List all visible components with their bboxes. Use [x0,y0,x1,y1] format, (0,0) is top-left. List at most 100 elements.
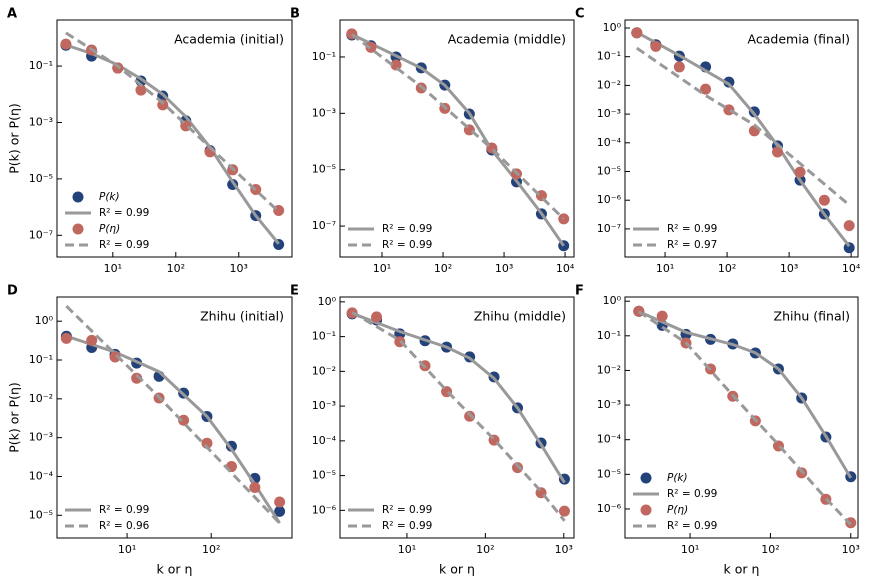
legend-swatch [640,504,652,516]
panel: C Academia (final) 10¹ 10² 10³ 10⁴ 10⁰ 10⁻¹ 10⁻²… [575,7,861,276]
plot-area [346,28,570,252]
data-point [656,310,668,322]
panel-letter: B [290,7,300,22]
legend-label: R² = 0.99 [667,520,717,532]
y-tick-label: 10⁻³ [597,107,621,120]
y-tick-label: 10⁻³ [29,115,53,128]
panel-title: Zhihu (middle) [474,309,566,324]
data-point [249,481,261,493]
data-point [723,76,735,88]
panel: F Zhihu (final) k or η 10¹ 10² 10³ 10⁰ 10⁻¹ 10⁻²… [575,284,860,577]
y-tick-label: 10⁻⁷ [597,222,621,235]
x-axis-label: k or η [724,562,760,577]
y-tick-label: 10⁻¹ [312,50,336,63]
x-tick-label: 10³ [495,262,513,275]
data-point [818,194,830,206]
x-tick-label: 10² [434,262,452,275]
x-tick-label: 10¹ [398,543,416,556]
data-point [274,505,286,517]
y-tick-label: 10⁰ [603,294,622,307]
legend-label: R² = 0.99 [382,504,432,516]
x-tick-label: 10³ [842,543,860,556]
y-tick-label: 10⁻⁴ [312,434,337,447]
data-point [843,220,855,232]
y-tick-label: 10⁻¹ [29,353,53,366]
y-tick-label: 10⁻⁵ [29,508,53,521]
data-point [60,38,72,50]
x-tick-label: 10¹ [681,543,699,556]
data-point [109,351,121,363]
data-point [365,41,377,53]
fit-line [65,43,280,245]
plot-area [60,31,285,251]
legend-label: P(k) [99,191,120,203]
fit-line [65,334,281,524]
legend-label: R² = 0.96 [99,520,150,532]
data-point [650,40,662,52]
fit-line [351,311,566,522]
legend-swatch [640,472,652,484]
panel-letter: E [290,284,299,299]
legend-label: R² = 0.99 [99,504,149,516]
y-tick-label: 10⁻³ [312,399,336,412]
data-point [558,505,570,517]
data-point [371,311,383,323]
legend-label: R² = 0.99 [99,239,149,251]
data-point [135,84,147,96]
fit-line [65,31,280,213]
data-point [86,334,98,346]
panel: B Academia (middle) 10¹ 10² 10³ 10⁴ 10⁻¹ 10⁻³ 10… [290,7,575,276]
axes-frame [624,296,859,539]
legend-label: R² = 0.99 [382,520,432,532]
legend-label: P(η) [99,223,120,235]
data-point [673,61,685,73]
x-tick-label: 10³ [780,262,798,275]
y-tick-label: 10⁻⁵ [597,165,621,178]
y-tick-label: 10⁻⁴ [597,136,622,149]
panel-letter: F [575,284,584,299]
y-tick-label: 10⁻² [597,363,621,376]
panel-title: Zhihu (final) [774,309,850,324]
panel-title: Zhihu (initial) [200,309,284,324]
y-tick-label: 10⁻³ [597,398,621,411]
fit-line [638,310,853,479]
x-tick-label: 10¹ [118,543,136,556]
y-tick-label: 10⁻⁵ [312,469,336,482]
x-tick-label: 10² [718,262,736,275]
plot-area [631,27,855,254]
legend-label: P(k) [667,472,688,484]
panel: D Zhihu (initial) P(k) or P(η) k or η 10¹ 10²… [7,284,293,577]
y-tick-label: 10⁻² [597,78,621,91]
plot-area [346,307,570,522]
x-tick-label: 10¹ [104,262,122,275]
y-axis-label: P(k) or P(η) [7,103,22,173]
data-point [631,27,643,39]
data-point [131,372,143,384]
y-tick-label: 10⁰ [603,21,622,34]
axes-frame [339,296,575,539]
x-tick-label: 10² [202,543,220,556]
x-axis-label: k or η [157,562,193,577]
y-tick-label: 10⁻¹ [597,50,621,63]
x-tick-label: 10² [167,262,185,275]
panel: E Zhihu (middle) k or η 10¹ 10² 10³ 10⁰ 10⁻¹ 10⁻… [290,284,575,577]
panel-title: Academia (initial) [174,32,284,47]
x-tick-label: 10² [476,543,494,556]
data-point [274,496,286,508]
fit-line [351,311,566,484]
legend-label: R² = 0.97 [667,239,717,251]
y-tick-label: 10⁻¹ [312,330,336,343]
y-tick-label: 10⁻⁶ [312,503,337,516]
legend-label: R² = 0.99 [667,223,717,235]
data-point [700,83,712,95]
y-tick-label: 10⁻⁵ [29,172,53,185]
axes-frame [624,19,859,258]
y-tick-label: 10⁻¹ [597,329,621,342]
y-axis-label: P(k) or P(η) [7,382,22,452]
x-tick-label: 10⁴ [556,262,575,275]
fit-line [65,305,281,525]
y-tick-label: 10⁻⁵ [312,163,336,176]
y-tick-label: 10⁻¹ [29,59,53,72]
y-tick-label: 10⁻⁴ [597,433,622,446]
